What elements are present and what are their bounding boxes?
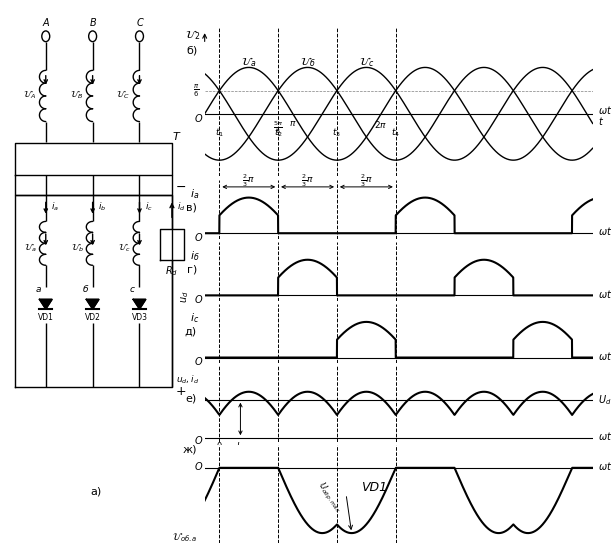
Text: в): в) (186, 202, 197, 212)
Text: A: A (42, 18, 49, 28)
Text: $i_c$: $i_c$ (145, 200, 153, 213)
Text: $\mathcal{U}_c$: $\mathcal{U}_c$ (118, 242, 131, 254)
Text: $O$: $O$ (194, 435, 203, 446)
Polygon shape (86, 300, 99, 309)
Text: +: + (175, 385, 186, 399)
Text: $\frac{2}{3}\pi$: $\frac{2}{3}\pi$ (301, 172, 314, 189)
Text: VD2: VD2 (85, 313, 101, 322)
Text: $O$: $O$ (194, 293, 203, 305)
Text: $t_2$: $t_2$ (274, 127, 283, 139)
Text: $\mathcal{U}_a$: $\mathcal{U}_a$ (241, 55, 257, 69)
Text: $\frac{2}{3}\pi$: $\frac{2}{3}\pi$ (243, 172, 255, 189)
Text: $U_{обр.max}$: $U_{обр.max}$ (314, 479, 345, 515)
Text: T: T (172, 132, 179, 142)
Polygon shape (40, 300, 52, 309)
Text: $\mathcal{U}_B$: $\mathcal{U}_B$ (70, 88, 83, 101)
Text: $I_d$: $I_d$ (236, 441, 244, 453)
Text: $O$: $O$ (194, 113, 203, 124)
Text: $R_d$: $R_d$ (166, 264, 178, 278)
Text: $t_1$: $t_1$ (215, 127, 224, 139)
Text: $t_3$: $t_3$ (332, 127, 342, 139)
Text: $t_4$: $t_4$ (391, 127, 400, 139)
Text: VD1: VD1 (361, 480, 387, 494)
Text: VD3: VD3 (131, 313, 147, 322)
Text: $i_a$: $i_a$ (190, 187, 200, 201)
Text: $\omega t$: $\omega t$ (598, 104, 611, 116)
Text: $2\pi$: $2\pi$ (375, 119, 387, 130)
Text: $\omega t$: $\omega t$ (598, 350, 611, 362)
Text: $\omega t$: $\omega t$ (598, 460, 611, 472)
Text: $u_d,i_d$: $u_d,i_d$ (177, 374, 200, 386)
Text: а): а) (90, 486, 102, 496)
Text: $\pi$: $\pi$ (289, 119, 296, 128)
Text: $i_б$: $i_б$ (190, 249, 200, 263)
Text: $\mathcal{U}_{об.а}$: $\mathcal{U}_{об.а}$ (172, 531, 198, 544)
Text: $i_d$: $i_d$ (177, 200, 186, 213)
Text: $O$: $O$ (194, 231, 203, 243)
Text: $\frac{2}{3}\pi$: $\frac{2}{3}\pi$ (360, 172, 373, 189)
Polygon shape (133, 300, 146, 309)
Text: $\mathcal{U}_A$: $\mathcal{U}_A$ (23, 88, 36, 101)
Text: $i_c$: $i_c$ (191, 311, 200, 325)
Text: $\mathcal{U}_b$: $\mathcal{U}_b$ (71, 242, 84, 254)
Text: $\mathcal{U}_2$: $\mathcal{U}_2$ (185, 28, 200, 42)
Text: б: б (82, 285, 88, 294)
Text: $\mathcal{U}_c$: $\mathcal{U}_c$ (359, 55, 374, 69)
Text: г): г) (186, 264, 197, 274)
Text: −: − (175, 181, 186, 194)
Text: $O$: $O$ (194, 460, 203, 472)
Text: $U_d$: $U_d$ (598, 393, 611, 407)
Text: $u_d$: $u_d$ (179, 291, 191, 303)
Text: c: c (130, 285, 135, 294)
Text: $\omega t$: $\omega t$ (598, 430, 611, 442)
Text: ж): ж) (182, 445, 197, 455)
Text: б): б) (186, 45, 198, 55)
Text: $0_I$: $0_I$ (216, 441, 225, 453)
Text: $\omega t$: $\omega t$ (598, 226, 611, 237)
Text: B: B (89, 18, 96, 28)
Text: $\mathcal{U}_a$: $\mathcal{U}_a$ (24, 242, 37, 254)
Text: $O$: $O$ (194, 355, 203, 367)
Text: $\mathcal{U}_б$: $\mathcal{U}_б$ (300, 55, 315, 69)
Text: д): д) (185, 326, 197, 337)
Text: $t$: $t$ (598, 115, 604, 127)
Text: $\frac{5\pi}{6}$: $\frac{5\pi}{6}$ (273, 119, 283, 136)
Text: $i_b$: $i_b$ (98, 200, 106, 213)
Text: $\omega t$: $\omega t$ (598, 288, 611, 300)
Text: a: a (36, 285, 42, 294)
Text: е): е) (186, 393, 197, 403)
Text: VD1: VD1 (38, 313, 54, 322)
Text: $\mathcal{U}_C$: $\mathcal{U}_C$ (116, 88, 130, 101)
Text: C: C (136, 18, 143, 28)
Text: $i_a$: $i_a$ (51, 200, 59, 213)
Text: $\frac{\pi}{6}$: $\frac{\pi}{6}$ (193, 82, 200, 99)
